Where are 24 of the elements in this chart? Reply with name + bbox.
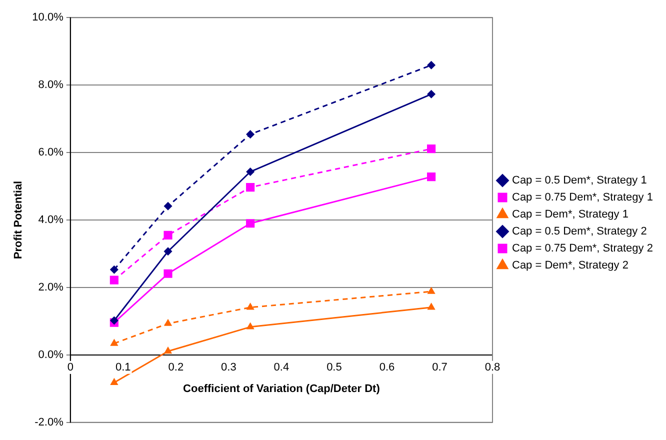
y-axis-title: Profit Potential [12, 180, 25, 260]
x-tick-label: 0.6 [379, 361, 395, 374]
legend-label: Cap = 0.5 Dem*, Strategy 2 [512, 226, 647, 238]
y-tick-label: -2.0% [34, 416, 64, 428]
y-tick-label: 10.0% [32, 12, 64, 24]
x-tick-label: 0 [67, 361, 74, 374]
x-tick-label: 0.8 [484, 361, 500, 374]
legend-label: Cap = 0.75 Dem*, Strategy 2 [512, 242, 653, 255]
y-tick-label: 4.0% [38, 214, 64, 226]
y-tick-label: 8.0% [38, 79, 64, 92]
x-tick-label: 0.2 [168, 361, 184, 374]
legend-label: Cap = Dem*, Strategy 2 [512, 260, 628, 272]
x-tick-label: 0.5 [326, 361, 342, 374]
legend-label: Cap = 0.5 Dem*, Strategy 1 [512, 174, 647, 187]
y-tick-label: 0.0% [38, 348, 64, 361]
x-tick-label: 0.7 [432, 361, 448, 374]
x-tick-label: 0.1 [116, 361, 131, 374]
x-axis-title: Coefficient of Variation (Cap/Deter Dt) [183, 382, 380, 395]
legend-label: Cap = Dem*, Strategy 1 [512, 208, 628, 221]
legend-label: Cap = 0.75 Dem*, Strategy 1 [512, 192, 653, 204]
y-tick-label: 6.0% [38, 146, 64, 159]
x-tick-label: 0.4 [274, 361, 290, 374]
y-tick-label: 2.0% [38, 282, 64, 294]
x-tick-label: 0.3 [221, 361, 236, 374]
